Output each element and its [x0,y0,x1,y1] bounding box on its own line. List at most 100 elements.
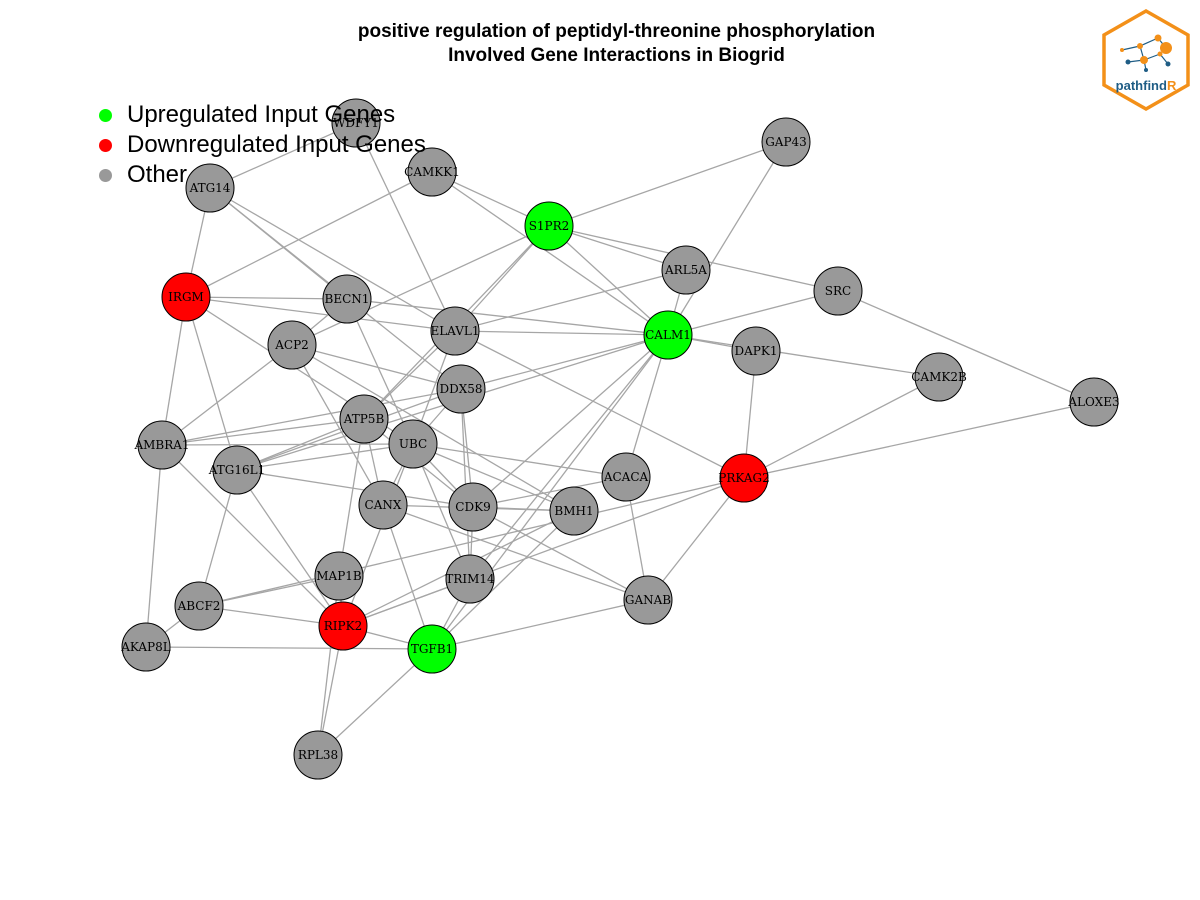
edge-atp5b-map1b [338,418,365,577]
gene-node-label-wdfy1: WDFY1 [333,116,379,130]
gene-node-circle-arl5a [661,245,711,295]
gene-node-abcf2: ABCF2 [174,581,224,631]
gene-node-circle-becn1 [322,274,372,324]
gene-node-circle-aloxe3 [1069,377,1119,427]
gene-node-label-acp2: ACP2 [274,338,309,352]
svg-text:pathfindR: pathfindR [1116,78,1177,93]
edge-gap43-s1pr2 [548,141,787,227]
gene-node-label-src: SRC [825,284,851,298]
pathfindr-logo: pathfindR [1102,8,1190,112]
gene-node-circle-bmh1 [549,486,599,536]
gene-node-circle-acaca [601,452,651,502]
edge-atg16l1-ripk2 [236,469,344,627]
edge-atg16l1-cdk9 [236,469,474,508]
edge-irgm-atg16l1 [185,296,238,471]
edge-ubc-acaca [412,443,627,478]
legend-label-downregulated: Downregulated Input Genes [127,131,426,158]
gene-node-circle-atg16l1 [212,445,262,495]
edge-acp2-canx [291,344,384,506]
gene-node-label-camkk1: CAMKK1 [404,165,460,179]
edge-elavl1-prkag2 [454,330,745,479]
gene-node-aloxe3: ALOXE3 [1067,377,1120,427]
gene-node-cdk9: CDK9 [448,482,498,532]
edge-wdfy1-atg14 [209,122,357,189]
gene-node-atg14: ATG14 [185,163,235,213]
gene-node-label-dapk1: DAPK1 [735,344,778,358]
gene-node-s1pr2: S1PR2 [524,201,574,251]
gene-node-label-bmh1: BMH1 [554,504,593,518]
gene-node-label-irgm: IRGM [168,290,204,304]
edge-calm1-acaca [625,334,669,478]
logo-text-main: pathfind [1116,78,1167,93]
edge-camkk1-irgm [185,171,433,298]
legend-swatch-upregulated [99,108,112,122]
edge-irgm-becn1 [185,296,348,300]
legend-swatch-other [99,168,112,182]
gene-node-arl5a: ARL5A [661,245,711,295]
gene-node-label-ripk2: RIPK2 [324,619,362,633]
edge-ubc-atg16l1 [236,443,414,471]
edge-src-calm1 [667,290,839,336]
gene-node-bmh1: BMH1 [549,486,599,536]
edge-akap8l-tgfb1 [145,646,433,650]
gene-node-circle-wdfy1 [331,98,381,148]
legend: Upregulated Input Genes Downregulated In… [95,100,426,190]
gene-node-becn1: BECN1 [322,274,372,324]
gene-node-label-aloxe3: ALOXE3 [1067,395,1119,409]
gene-node-label-ambra1: AMBRA1 [133,438,189,452]
gene-node-circle-ambra1 [137,420,187,470]
legend-label-other: Other [127,161,188,188]
gene-node-label-akap8l: AKAP8L [120,640,171,654]
gene-node-label-cdk9: CDK9 [455,500,490,514]
gene-node-label-ddx58: DDX58 [439,382,482,396]
edge-s1pr2-calm1 [548,225,669,336]
gene-node-circle-camk2b [914,352,964,402]
gene-node-wdfy1: WDFY1 [331,98,381,148]
gene-node-circle-gap43 [761,117,811,167]
gene-node-ubc: UBC [388,419,438,469]
gene-node-dapk1: DAPK1 [731,326,781,376]
edge-camk2b-prkag2 [743,376,940,479]
edge-prkag2-ganab [647,477,745,601]
gene-node-map1b: MAP1B [314,551,364,601]
gene-node-circle-irgm [161,272,211,322]
gene-node-circle-acp2 [267,320,317,370]
gene-node-label-elavl1: ELAVL1 [430,324,479,338]
gene-node-circle-src [813,266,863,316]
edge-s1pr2-acp2 [291,225,550,346]
gene-node-circle-trim14 [445,554,495,604]
gene-node-akap8l: AKAP8L [120,622,171,672]
edge-arl5a-elavl1 [454,269,687,332]
gene-node-label-map1b: MAP1B [316,569,362,583]
gene-node-calm1: CALM1 [643,310,693,360]
gene-node-ripk2: RIPK2 [318,601,368,651]
edge-ddx58-ambra1 [161,388,462,446]
gene-node-label-atg14: ATG14 [189,181,231,195]
gene-node-circle-akap8l [121,622,171,672]
gene-node-prkag2: PRKAG2 [718,453,770,503]
gene-node-label-canx: CANX [365,498,402,512]
gene-node-label-atp5b: ATP5B [343,412,385,426]
edge-tgfb1-ganab [431,599,649,650]
gene-node-elavl1: ELAVL1 [430,306,480,356]
edge-tgfb1-rpl38 [317,648,433,756]
chart-title-line2: Involved Gene Interactions in Biogrid [448,45,785,66]
edge-gap43-calm1 [667,141,787,336]
legend-label-upregulated: Upregulated Input Genes [127,101,396,128]
edge-calm1-cdk9 [472,334,669,508]
gene-node-acp2: ACP2 [267,320,317,370]
gene-node-gap43: GAP43 [761,117,811,167]
edge-ambra1-ubc [161,443,414,446]
gene-node-circle-ganab [623,575,673,625]
legend-item-downregulated: Downregulated Input Genes [95,130,426,160]
edge-camkk1-calm1 [431,171,669,336]
gene-node-atg16l1: ATG16L1 [208,445,265,495]
edge-acp2-ddx58 [291,344,462,390]
gene-node-circle-ripk2 [318,601,368,651]
chart-title: positive regulation of peptidyl-threonin… [0,20,1200,68]
network-nodes: WDFY1 GAP43 CAMKK1 ATG14 S1PR2 ARL5A SRC IRGM BE… [120,98,1120,780]
edge-wdfy1-elavl1 [355,122,456,332]
legend-item-upregulated: Upregulated Input Genes [95,100,426,130]
edge-acp2-bmh1 [291,344,575,512]
gene-node-circle-calm1 [643,310,693,360]
